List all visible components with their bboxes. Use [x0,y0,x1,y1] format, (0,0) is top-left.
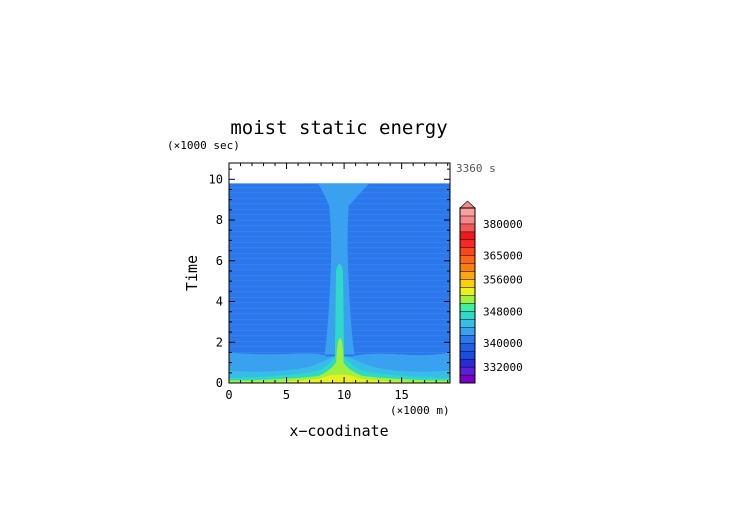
x-tick-label: 10 [337,388,351,402]
colorbar-label: 348000 [483,305,523,318]
colorbar-label: 340000 [483,337,523,350]
plot-area [229,183,450,383]
plot-frame [228,162,451,384]
y-axis-ticks: 0 2 4 6 8 10 [209,168,450,390]
colorbar-swatch [459,279,476,288]
region-surface-peak [252,374,431,383]
colorbar: 332000 340000 348000 356000 365000 380000 [459,200,523,384]
colorbar-swatch [459,215,476,225]
x-unit-label: (×1000 m) [390,404,450,417]
x-axis-label: x−coodinate [289,422,388,440]
colorbar-swatch [459,319,476,328]
y-tick-label: 6 [216,254,223,268]
colorbar-swatch [459,303,476,312]
y-tick-label: 10 [209,172,223,186]
colorbar-label: 356000 [483,274,523,287]
chart-title: moist static energy [230,117,447,139]
colorbar-arrow [459,200,476,209]
colorbar-swatch [459,231,476,241]
colorbar-swatch [459,239,476,248]
x-tick-label: 15 [394,388,408,402]
colorbar-label: 365000 [483,250,523,263]
colorbar-swatch [459,287,476,296]
colorbar-swatch [459,223,476,233]
y-unit-label: (×1000 sec) [167,139,240,152]
y-tick-label: 0 [216,376,223,390]
x-tick-label: 5 [283,388,290,402]
colorbar-swatch [459,255,476,264]
colorbar-swatch [459,295,476,304]
colorbar-swatch [459,327,476,336]
region-plume [317,183,370,355]
x-tick-label: 0 [225,388,232,402]
y-tick-label: 2 [216,335,223,349]
colorbar-swatch [459,271,476,280]
colorbar-swatch [459,358,476,368]
colorbar-swatch [459,207,476,217]
region-core-green [229,263,450,383]
region-warm-core [229,338,450,383]
colorbar-swatch [459,374,476,384]
colorbar-swatch [459,311,476,320]
y-axis-label: Time [183,255,201,291]
colorbar-swatch [459,350,476,360]
colorbar-swatch [459,343,476,352]
colorbar-swatch [459,247,476,256]
colorbar-swatch [459,335,476,344]
y-tick-label: 8 [216,213,223,227]
colorbar-swatch [459,263,476,272]
y-tick-label: 4 [216,295,223,309]
colorbar-label: 380000 [483,218,523,231]
colorbar-label: 332000 [483,361,523,374]
colorbar-swatch [459,366,476,376]
colorbar-frame [459,207,476,384]
timestamp-label: 3360 s [456,162,496,175]
